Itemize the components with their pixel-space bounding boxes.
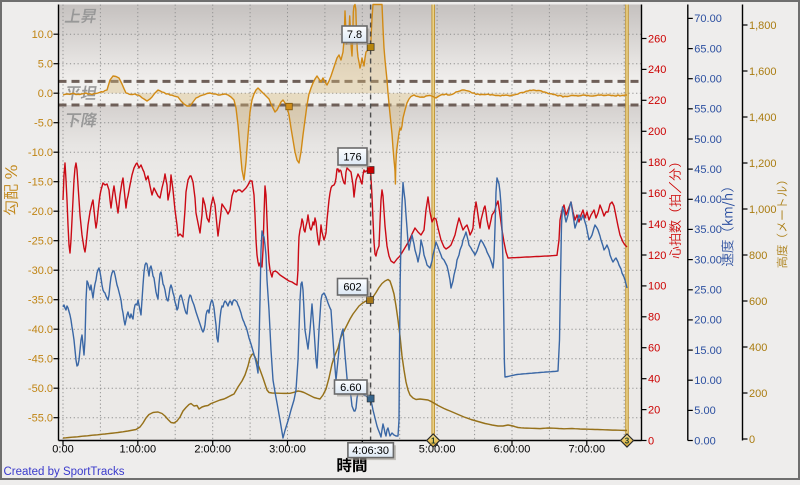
svg-text:1,000: 1,000 [749,204,777,216]
svg-text:260: 260 [648,33,666,45]
svg-text:30.00: 30.00 [694,254,722,266]
svg-text:25.00: 25.00 [694,285,722,297]
svg-text:0.00: 0.00 [694,435,715,447]
svg-text:-35.0: -35.0 [28,295,53,307]
svg-text:7:00:00: 7:00:00 [568,444,605,456]
svg-text:2:00:00: 2:00:00 [194,444,231,456]
svg-text:200: 200 [648,126,666,138]
svg-text:176: 176 [343,152,361,164]
svg-text:3:00:00: 3:00:00 [269,444,306,456]
svg-text:40: 40 [648,374,660,386]
svg-text:1: 1 [431,437,436,446]
svg-text:15.00: 15.00 [694,345,722,357]
svg-text:1,600: 1,600 [749,66,777,78]
svg-text:-40.0: -40.0 [28,324,53,336]
svg-text:7.8: 7.8 [347,29,362,41]
svg-text:60.00: 60.00 [694,74,722,86]
svg-text:-10.0: -10.0 [28,147,53,159]
svg-text:180: 180 [648,157,666,169]
svg-text:600: 600 [749,296,767,308]
svg-text:1,400: 1,400 [749,112,777,124]
svg-text:0: 0 [648,435,654,447]
svg-text:55.00: 55.00 [694,104,722,116]
svg-text:-20.0: -20.0 [28,206,53,218]
svg-text:-15.0: -15.0 [28,177,53,189]
svg-text:-30.0: -30.0 [28,265,53,277]
svg-text:0.0: 0.0 [38,88,53,100]
svg-text:140: 140 [648,219,666,231]
svg-text:0: 0 [749,434,755,446]
svg-text:6.60: 6.60 [340,382,361,394]
svg-text:60: 60 [648,343,660,355]
svg-text:65.00: 65.00 [694,43,722,55]
svg-text:120: 120 [648,250,666,262]
svg-text:80: 80 [648,312,660,324]
svg-text:4:06:30: 4:06:30 [352,445,389,457]
svg-text:602: 602 [343,282,361,294]
svg-text:-45.0: -45.0 [28,354,53,366]
svg-text:-25.0: -25.0 [28,236,53,248]
svg-text:45.00: 45.00 [694,164,722,176]
svg-text:240: 240 [648,64,666,76]
svg-text:-55.0: -55.0 [28,413,53,425]
svg-text:5:00:00: 5:00:00 [419,444,456,456]
svg-text:100: 100 [648,281,666,293]
svg-text:20.00: 20.00 [694,315,722,327]
svg-text:Created by SportTracks: Created by SportTracks [4,466,125,478]
svg-text:220: 220 [648,95,666,107]
svg-text:5.0: 5.0 [38,59,53,71]
svg-text:1:00:00: 1:00:00 [119,444,156,456]
svg-text:400: 400 [749,342,767,354]
svg-text:-5.0: -5.0 [34,118,53,130]
svg-text:1,800: 1,800 [749,20,777,32]
svg-text:35.00: 35.00 [694,224,722,236]
svg-text:70.00: 70.00 [694,13,722,25]
svg-text:50.00: 50.00 [694,134,722,146]
svg-text:160: 160 [648,188,666,200]
svg-text:3: 3 [625,437,630,446]
svg-text:40.00: 40.00 [694,194,722,206]
svg-text:0:00: 0:00 [52,444,73,456]
svg-text:20: 20 [648,404,660,416]
svg-text:800: 800 [749,250,767,262]
svg-text:-50.0: -50.0 [28,383,53,395]
svg-text:1,200: 1,200 [749,158,777,170]
svg-text:5.00: 5.00 [694,405,715,417]
svg-text:10.0: 10.0 [32,29,53,41]
svg-text:200: 200 [749,388,767,400]
svg-text:10.00: 10.00 [694,375,722,387]
svg-text:6:00:00: 6:00:00 [494,444,531,456]
